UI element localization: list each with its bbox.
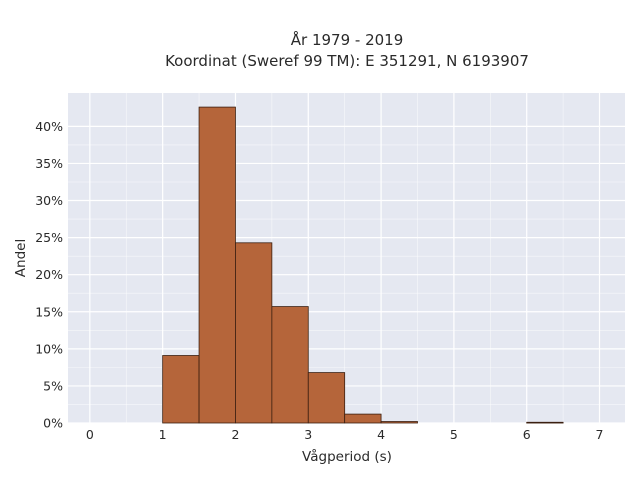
histogram-bar [271,306,309,424]
histogram-bar [526,421,564,424]
histogram-bar [235,242,273,424]
plot-area [68,93,625,423]
histogram-bar [380,421,418,424]
y-tick-label: 10% [35,341,63,356]
histogram-bar [198,106,236,424]
y-tick-label: 40% [35,119,63,134]
x-tick-label: 2 [231,427,239,442]
y-tick-label: 30% [35,193,63,208]
x-tick-label: 5 [450,427,458,442]
x-tick-label: 1 [159,427,167,442]
x-tick-label: 3 [304,427,312,442]
histogram-bar [307,372,346,424]
histogram-bar [344,413,382,424]
y-tick-label: 15% [35,304,63,319]
y-tick-label: 25% [35,230,63,245]
histogram-bars [162,106,564,424]
chart-subtitle: Koordinat (Sweref 99 TM): E 351291, N 61… [165,52,529,70]
y-axis-label: Andel [13,239,29,277]
y-tick-label: 5% [43,378,63,393]
x-axis-label: Vågperiod (s) [302,448,392,465]
y-tick-label: 35% [35,156,63,171]
y-tick-label: 20% [35,267,63,282]
x-tick-label: 7 [596,427,604,442]
histogram-bar [162,355,200,424]
x-tick-label: 6 [523,427,531,442]
y-tick-label: 0% [43,416,63,431]
chart-title: År 1979 - 2019 [291,30,404,49]
x-tick-label: 0 [86,427,94,442]
x-tick-label: 4 [377,427,385,442]
axis-ticks: 0 1 2 3 4 5 6 7 0% 5% 10% 15% 20% 25% 30% 35% 40% [35,119,603,442]
